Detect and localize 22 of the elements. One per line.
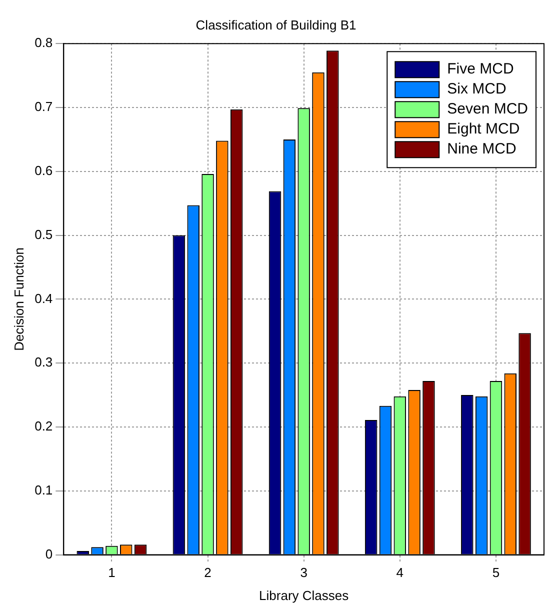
y-tick-label: 0.7 (34, 99, 53, 114)
x-tick-label: 1 (108, 565, 116, 580)
y-tick-label: 0.2 (34, 418, 53, 434)
chart-title: Classification of Building B1 (196, 17, 356, 32)
legend-label: Five MCD (447, 60, 514, 78)
y-tick-label: 0.3 (34, 354, 53, 370)
x-axis-title: Library Classes (259, 588, 350, 603)
legend-label: Eight MCD (447, 120, 520, 138)
x-tick-label: 3 (300, 565, 308, 580)
legend-label: Seven MCD (447, 100, 528, 118)
y-axis-title: Decision Function (11, 248, 26, 351)
y-tick-label: 0.5 (34, 226, 53, 242)
x-tick-label: 4 (396, 565, 404, 580)
y-tick-label: 0 (45, 546, 53, 562)
y-tick-label: 0.1 (34, 482, 53, 498)
y-tick-label: 0.8 (34, 35, 53, 50)
x-tick-label: 2 (204, 565, 212, 580)
legend-label: Nine MCD (447, 140, 516, 158)
legend-label: Six MCD (447, 80, 506, 98)
y-tick-label: 0.4 (34, 290, 53, 306)
y-tick-label: 0.6 (34, 162, 53, 178)
x-tick-label: 5 (492, 565, 500, 580)
